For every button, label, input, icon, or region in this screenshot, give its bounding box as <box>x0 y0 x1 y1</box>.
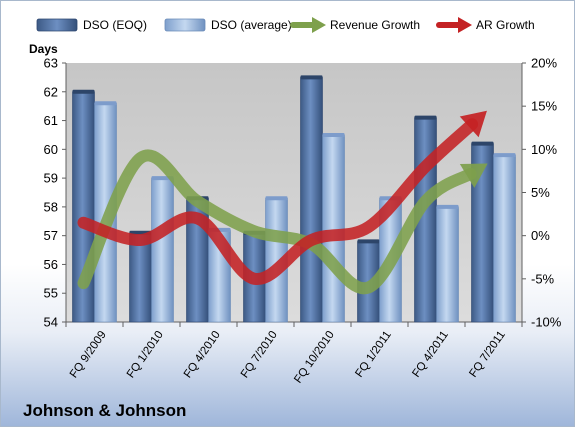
right-tick-label: -5% <box>531 271 555 286</box>
left-axis-title: Days <box>29 42 58 56</box>
x-tick-label: FQ 1/2011 <box>353 329 394 380</box>
bar-cap <box>436 204 459 209</box>
right-tick-label: 15% <box>531 99 557 114</box>
bar-dso-average <box>493 154 516 323</box>
bar-cap <box>300 75 323 80</box>
bar-dso-eoq <box>129 232 152 323</box>
bar-layer <box>72 75 516 323</box>
x-tick-label: FQ 7/2010 <box>239 329 280 380</box>
line-revenue-growth <box>77 149 477 295</box>
left-tick-label: 59 <box>44 171 58 186</box>
bar-cap <box>471 141 494 146</box>
arrowhead-revenue-growth <box>459 163 488 188</box>
left-tick-label: 62 <box>44 84 58 99</box>
left-tick-label: 54 <box>44 315 58 330</box>
right-tick-label: -10% <box>531 315 562 330</box>
right-tick-label: 0% <box>531 228 550 243</box>
bar-dso-eoq <box>300 77 323 323</box>
bar-cap <box>265 196 288 201</box>
x-tick-label: FQ 7/2011 <box>467 329 508 380</box>
legend-label-dso-average: DSO (average) <box>211 18 292 32</box>
line-layer <box>77 110 488 295</box>
left-tick-label: 57 <box>44 228 58 243</box>
legend-arrow-ar-growth <box>436 17 472 33</box>
left-tick-label: 56 <box>44 257 58 272</box>
left-tick-label: 58 <box>44 199 58 214</box>
left-tick-label: 61 <box>44 113 58 128</box>
x-tick-label: FQ 9/2009 <box>68 329 109 380</box>
arrowhead-ar-growth <box>459 110 487 138</box>
right-tick-label: 10% <box>531 142 557 157</box>
legend-swatch-dso-average <box>164 18 206 32</box>
bar-cap <box>493 153 516 158</box>
bar-cap <box>322 132 345 137</box>
line-ar-growth <box>77 118 479 285</box>
left-tick-label: 63 <box>44 56 58 71</box>
right-tick-label: 20% <box>531 56 557 71</box>
right-tick-label: 5% <box>531 185 550 200</box>
legend-label-dso-eoq: DSO (EOQ) <box>83 18 147 32</box>
bar-dso-average <box>151 177 174 323</box>
legend: DSO (EOQ) DSO (average) Revenue Growth A… <box>36 17 535 33</box>
x-tick-label: FQ 10/2010 <box>292 329 337 386</box>
company-label: Johnson & Johnson <box>23 401 186 420</box>
x-tick-label: FQ 4/2011 <box>410 329 451 380</box>
legend-swatch-dso-eoq <box>36 18 78 32</box>
left-tick-label: 60 <box>44 142 58 157</box>
legend-label-revenue-growth: Revenue Growth <box>330 18 420 32</box>
legend-label-ar-growth: AR Growth <box>476 18 535 32</box>
legend-arrow-revenue-growth <box>290 17 326 33</box>
x-tick-label: FQ 4/2010 <box>182 329 223 380</box>
left-tick-label: 55 <box>44 286 58 301</box>
bar-dso-average <box>322 134 345 323</box>
bar-cap <box>94 101 117 106</box>
bar-cap <box>357 239 380 244</box>
bar-cap <box>72 89 95 94</box>
x-tick-label: FQ 1/2010 <box>125 329 166 380</box>
bar-dso-average <box>436 206 459 323</box>
bar-cap <box>414 115 437 120</box>
